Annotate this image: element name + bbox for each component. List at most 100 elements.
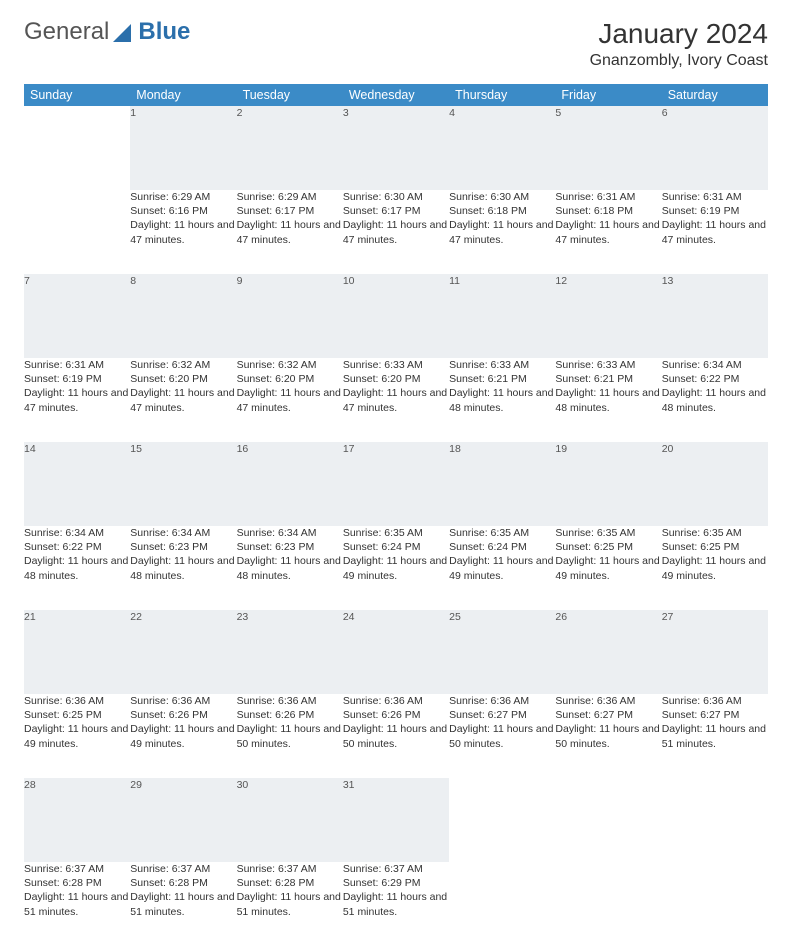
sunrise-text: Sunrise: 6:33 AM [449, 358, 555, 372]
sunset-text: Sunset: 6:28 PM [24, 876, 130, 890]
day-cell: Sunrise: 6:32 AMSunset: 6:20 PMDaylight:… [237, 358, 343, 442]
day-cell: Sunrise: 6:31 AMSunset: 6:19 PMDaylight:… [24, 358, 130, 442]
sunrise-text: Sunrise: 6:36 AM [24, 694, 130, 708]
daylight-text: Daylight: 11 hours and 49 minutes. [662, 554, 768, 582]
sunrise-text: Sunrise: 6:31 AM [555, 190, 661, 204]
content-row: Sunrise: 6:29 AMSunset: 6:16 PMDaylight:… [24, 190, 768, 274]
day-number: 18 [449, 442, 555, 526]
day-number: 31 [343, 778, 449, 862]
daylight-text: Daylight: 11 hours and 51 minutes. [237, 890, 343, 918]
daylight-text: Daylight: 11 hours and 47 minutes. [555, 218, 661, 246]
daylight-text: Daylight: 11 hours and 48 minutes. [237, 554, 343, 582]
sunset-text: Sunset: 6:24 PM [449, 540, 555, 554]
location: Gnanzombly, Ivory Coast [590, 52, 768, 70]
sunset-text: Sunset: 6:16 PM [130, 204, 236, 218]
sunset-text: Sunset: 6:20 PM [130, 372, 236, 386]
sunset-text: Sunset: 6:17 PM [343, 204, 449, 218]
daylight-text: Daylight: 11 hours and 47 minutes. [130, 218, 236, 246]
sunset-text: Sunset: 6:22 PM [24, 540, 130, 554]
sunset-text: Sunset: 6:25 PM [662, 540, 768, 554]
day-cell: Sunrise: 6:33 AMSunset: 6:21 PMDaylight:… [555, 358, 661, 442]
col-header: Friday [555, 84, 661, 106]
day-cell: Sunrise: 6:30 AMSunset: 6:17 PMDaylight:… [343, 190, 449, 274]
day-number: 13 [662, 274, 768, 358]
sunrise-text: Sunrise: 6:35 AM [343, 526, 449, 540]
daylight-text: Daylight: 11 hours and 49 minutes. [130, 722, 236, 750]
day-cell: Sunrise: 6:37 AMSunset: 6:28 PMDaylight:… [130, 862, 236, 946]
sunrise-text: Sunrise: 6:37 AM [130, 862, 236, 876]
daylight-text: Daylight: 11 hours and 47 minutes. [237, 218, 343, 246]
daylight-text: Daylight: 11 hours and 49 minutes. [449, 554, 555, 582]
sunrise-text: Sunrise: 6:37 AM [24, 862, 130, 876]
sunrise-text: Sunrise: 6:36 AM [662, 694, 768, 708]
day-number: 29 [130, 778, 236, 862]
day-number: 28 [24, 778, 130, 862]
sunrise-text: Sunrise: 6:30 AM [343, 190, 449, 204]
day-cell: Sunrise: 6:31 AMSunset: 6:19 PMDaylight:… [662, 190, 768, 274]
daylight-text: Daylight: 11 hours and 51 minutes. [24, 890, 130, 918]
day-number: 22 [130, 610, 236, 694]
sunset-text: Sunset: 6:25 PM [555, 540, 661, 554]
col-header: Sunday [24, 84, 130, 106]
sunrise-text: Sunrise: 6:37 AM [237, 862, 343, 876]
day-number: 12 [555, 274, 661, 358]
daynum-row: 21222324252627 [24, 610, 768, 694]
day-number: 4 [449, 106, 555, 190]
daylight-text: Daylight: 11 hours and 51 minutes. [662, 722, 768, 750]
day-cell: Sunrise: 6:34 AMSunset: 6:22 PMDaylight:… [662, 358, 768, 442]
day-number: 3 [343, 106, 449, 190]
sunset-text: Sunset: 6:26 PM [343, 708, 449, 722]
sunrise-text: Sunrise: 6:35 AM [449, 526, 555, 540]
calendar-body: 123456Sunrise: 6:29 AMSunset: 6:16 PMDay… [24, 106, 768, 946]
sunset-text: Sunset: 6:24 PM [343, 540, 449, 554]
daylight-text: Daylight: 11 hours and 48 minutes. [555, 386, 661, 414]
sunset-text: Sunset: 6:27 PM [555, 708, 661, 722]
calendar-table: Sunday Monday Tuesday Wednesday Thursday… [24, 84, 768, 946]
day-cell: Sunrise: 6:37 AMSunset: 6:29 PMDaylight:… [343, 862, 449, 946]
logo-text-blue: Blue [138, 18, 190, 46]
day-cell: Sunrise: 6:36 AMSunset: 6:27 PMDaylight:… [555, 694, 661, 778]
day-number [449, 778, 555, 862]
sunrise-text: Sunrise: 6:34 AM [24, 526, 130, 540]
col-header: Wednesday [343, 84, 449, 106]
page-title: January 2024 [590, 18, 768, 50]
sunset-text: Sunset: 6:29 PM [343, 876, 449, 890]
sunset-text: Sunset: 6:27 PM [449, 708, 555, 722]
day-cell: Sunrise: 6:36 AMSunset: 6:27 PMDaylight:… [449, 694, 555, 778]
sunrise-text: Sunrise: 6:35 AM [555, 526, 661, 540]
day-cell: Sunrise: 6:33 AMSunset: 6:20 PMDaylight:… [343, 358, 449, 442]
day-cell: Sunrise: 6:34 AMSunset: 6:22 PMDaylight:… [24, 526, 130, 610]
day-number [662, 778, 768, 862]
daylight-text: Daylight: 11 hours and 50 minutes. [237, 722, 343, 750]
sunset-text: Sunset: 6:23 PM [130, 540, 236, 554]
day-cell: Sunrise: 6:35 AMSunset: 6:24 PMDaylight:… [449, 526, 555, 610]
daynum-row: 28293031 [24, 778, 768, 862]
daylight-text: Daylight: 11 hours and 47 minutes. [662, 218, 768, 246]
daylight-text: Daylight: 11 hours and 47 minutes. [343, 386, 449, 414]
day-number: 14 [24, 442, 130, 526]
daylight-text: Daylight: 11 hours and 47 minutes. [130, 386, 236, 414]
logo-text-general: General [24, 18, 109, 46]
day-cell [555, 862, 661, 946]
daylight-text: Daylight: 11 hours and 49 minutes. [343, 554, 449, 582]
day-cell [24, 190, 130, 274]
day-number: 20 [662, 442, 768, 526]
sunrise-text: Sunrise: 6:32 AM [130, 358, 236, 372]
sunrise-text: Sunrise: 6:34 AM [237, 526, 343, 540]
daylight-text: Daylight: 11 hours and 48 minutes. [130, 554, 236, 582]
daylight-text: Daylight: 11 hours and 50 minutes. [449, 722, 555, 750]
col-header: Tuesday [237, 84, 343, 106]
day-number: 8 [130, 274, 236, 358]
sunset-text: Sunset: 6:28 PM [237, 876, 343, 890]
sunrise-text: Sunrise: 6:29 AM [130, 190, 236, 204]
content-row: Sunrise: 6:31 AMSunset: 6:19 PMDaylight:… [24, 358, 768, 442]
col-header: Thursday [449, 84, 555, 106]
daylight-text: Daylight: 11 hours and 48 minutes. [662, 386, 768, 414]
day-cell: Sunrise: 6:36 AMSunset: 6:26 PMDaylight:… [237, 694, 343, 778]
sunset-text: Sunset: 6:19 PM [24, 372, 130, 386]
sunset-text: Sunset: 6:17 PM [237, 204, 343, 218]
daynum-row: 123456 [24, 106, 768, 190]
sunrise-text: Sunrise: 6:36 AM [343, 694, 449, 708]
sunset-text: Sunset: 6:18 PM [555, 204, 661, 218]
day-number: 15 [130, 442, 236, 526]
